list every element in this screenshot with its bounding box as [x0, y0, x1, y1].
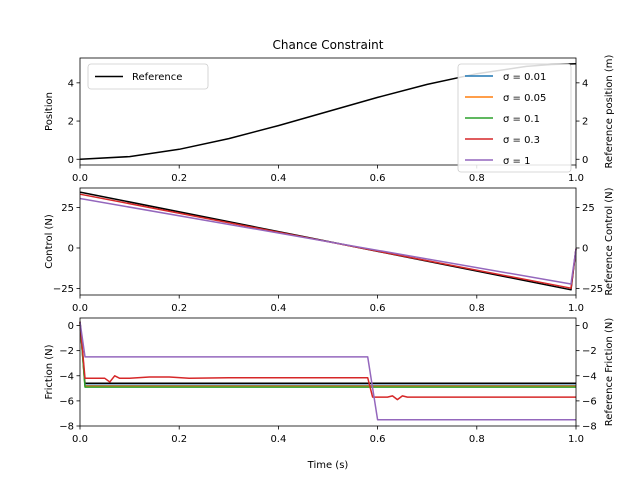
x-axis-label: Time (s) [307, 460, 349, 471]
y-right-tick-label: −6 [582, 396, 597, 407]
series-line-friction [79, 321, 576, 421]
x-tick-label: 0.0 [72, 303, 88, 314]
y-tick-label: 4 [68, 78, 74, 89]
x-tick-label: 0.6 [370, 434, 386, 445]
y-right-tick-label: −2 [582, 346, 597, 357]
x-tick-label: 0.2 [171, 434, 187, 445]
series-line-friction [79, 321, 576, 401]
x-tick-label: 0.8 [469, 434, 485, 445]
y-right-tick-label: 0 [582, 243, 588, 254]
legend-box [87, 63, 209, 90]
plot-area: 0.0 0.2 0.4 0.6 0.8 1.0 0 2 4 0 2 4 Position Referenc… [44, 54, 615, 445]
panel-friction: 0.0 0.2 0.4 0.6 0.8 1.0−8−6−4−20−8−6−4−20Fric… [44, 317, 615, 445]
y-tick-label: −4 [59, 371, 74, 382]
y-tick-label: 0 [68, 243, 74, 254]
y-right-axis-label-control: Reference Control (N) [604, 187, 615, 295]
x-tick-label: 0.6 [370, 303, 386, 314]
y-tick-label: 2 [68, 117, 74, 128]
y-tick-label: −8 [59, 422, 74, 433]
legend-sigma: σ = 0.01 σ = 0.05 σ = 0.1 σ = 0.3 σ = 1 [457, 63, 572, 173]
legend-reference: Reference [87, 63, 209, 90]
x-tick-label: 0.4 [270, 434, 286, 445]
legend-label-reference: Reference [132, 72, 182, 83]
x-tick-label: 0.2 [171, 303, 187, 314]
x-tick-label: 0.2 [171, 173, 187, 184]
panel-control: 0.0 0.2 0.4 0.6 0.8 1.0 −25 0 25 −25 0 25 Control (N… [44, 187, 615, 314]
legend-label: σ = 0.01 [503, 72, 546, 83]
x-tick-label: 0.0 [72, 434, 88, 445]
legend-label: σ = 0.3 [503, 135, 540, 146]
y-tick-label: −6 [59, 396, 74, 407]
x-tick-label: 0.8 [469, 303, 485, 314]
y-right-tick-label: −4 [582, 371, 597, 382]
y-right-axis-label-position: Reference position (m) [604, 54, 615, 168]
legend-box [457, 63, 572, 173]
series-line-friction [79, 321, 576, 386]
y-right-tick-label: −25 [582, 284, 603, 295]
y-axis-label-control: Control (N) [44, 214, 55, 269]
legend-label: σ = 0.1 [503, 114, 540, 125]
y-right-axis-label-friction: Reference Friction (N) [604, 318, 615, 427]
axes-frame-position [79, 57, 577, 166]
y-tick-label: 0 [68, 155, 74, 166]
x-tick-label: 1.0 [568, 303, 584, 314]
x-tick-label: 0.4 [270, 173, 286, 184]
y-tick-label: −2 [59, 346, 74, 357]
chart-title: Chance Constraint [273, 38, 384, 52]
y-tick-label: −25 [53, 284, 74, 295]
y-axis-label-position: Position [44, 92, 55, 131]
series-line-friction [79, 321, 576, 385]
y-right-tick-label: −8 [582, 422, 597, 433]
y-right-tick-label: 25 [582, 203, 595, 214]
axes-frame-control [79, 187, 577, 296]
legend-label: σ = 0.05 [503, 93, 546, 104]
y-right-tick-label: 0 [582, 155, 588, 166]
x-tick-label: 0.4 [270, 303, 286, 314]
y-right-tick-label: 0 [582, 321, 588, 332]
x-tick-label: 1.0 [568, 434, 584, 445]
series-line-control [79, 197, 577, 285]
y-right-tick-label: 2 [582, 117, 588, 128]
x-tick-label: 0.6 [370, 173, 386, 184]
y-tick-label: 0 [68, 321, 74, 332]
y-axis-label-friction: Friction (N) [44, 344, 55, 399]
x-tick-label: 0.8 [469, 173, 485, 184]
x-tick-label: 0.0 [72, 173, 88, 184]
x-tick-label: 1.0 [568, 173, 584, 184]
axes-frame-friction [79, 317, 577, 427]
y-tick-label: 25 [61, 203, 74, 214]
y-right-tick-label: 4 [582, 78, 588, 89]
legend-label: σ = 1 [503, 156, 530, 167]
